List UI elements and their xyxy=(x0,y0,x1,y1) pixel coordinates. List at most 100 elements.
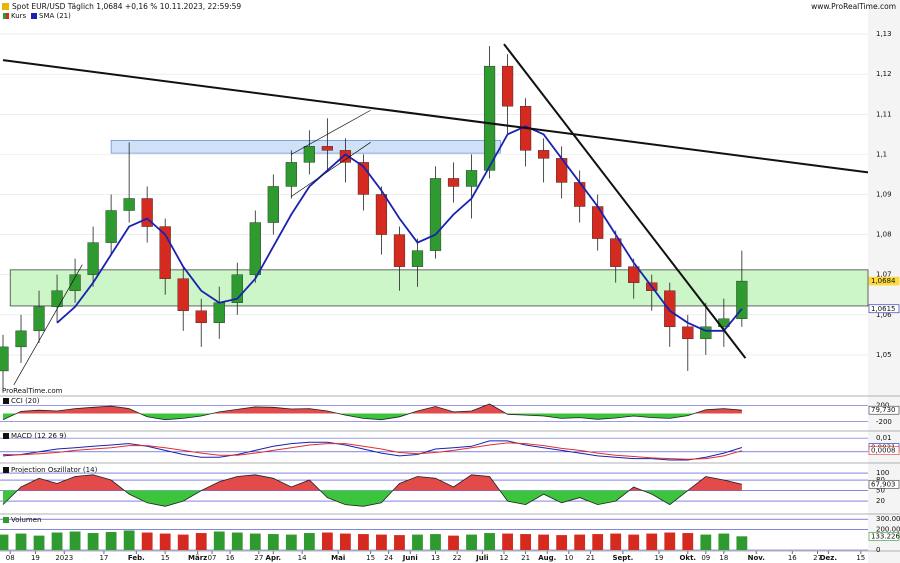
candle-body xyxy=(610,238,622,267)
y-tick-label: 1,12 xyxy=(876,70,892,78)
y-tick-label: -200 xyxy=(876,418,892,426)
trendline xyxy=(503,43,747,359)
volume-bar xyxy=(484,533,495,550)
indicator-line xyxy=(2,440,743,461)
volume-bar xyxy=(267,534,279,550)
candle-body xyxy=(465,170,478,187)
legend-label: SMA (21) xyxy=(39,12,71,20)
indicator-line xyxy=(2,403,742,421)
y-tick-label: 1,06 xyxy=(876,311,892,319)
candle-body xyxy=(357,162,370,195)
volume-bar xyxy=(231,532,243,550)
source: www.ProRealTime.com xyxy=(811,2,896,11)
y-tick-label: 1,1 xyxy=(876,150,887,158)
last-value-label: 1,0615 xyxy=(871,305,896,313)
volume-bar xyxy=(736,536,748,550)
candle-body xyxy=(249,222,261,275)
candle-body xyxy=(375,194,388,235)
last-value-label: 133.226 xyxy=(871,532,900,540)
volume-bar xyxy=(700,534,712,550)
x-tick-label: 12 xyxy=(500,554,509,562)
volume-bar xyxy=(339,533,351,550)
y-tick-label: 1,05 xyxy=(876,351,892,359)
x-tick-label: Okt. xyxy=(679,554,696,562)
volume-bar xyxy=(682,533,694,550)
y-tick-label: 1,09 xyxy=(876,190,892,198)
candle-body xyxy=(141,198,153,227)
volume-bar xyxy=(0,534,9,550)
legend-swatch xyxy=(31,13,37,19)
volume-bar xyxy=(69,531,81,550)
x-tick-label: Juli xyxy=(475,554,488,562)
x-tick-label: 10 xyxy=(564,554,573,562)
candle-body xyxy=(159,226,171,279)
candle-body xyxy=(213,302,225,324)
candle-body xyxy=(303,146,315,163)
volume-bar xyxy=(646,533,658,550)
volume-bar xyxy=(376,534,387,550)
volume-bar xyxy=(159,533,171,550)
volume-bar xyxy=(87,533,99,550)
volume-bar xyxy=(123,530,135,550)
sma-line xyxy=(56,125,743,332)
candle-body xyxy=(51,290,63,307)
last-value-box xyxy=(868,532,900,541)
trendline xyxy=(291,142,371,197)
candle-body xyxy=(393,234,406,267)
x-tick-label: 15 xyxy=(161,554,170,562)
x-tick-label: März xyxy=(188,554,207,562)
y-tick-label: 1,13 xyxy=(876,30,892,38)
x-tick-label: 19 xyxy=(31,554,40,562)
last-value-box xyxy=(868,446,900,455)
volume-bar xyxy=(520,534,532,550)
candle-body xyxy=(105,210,117,243)
volume-bar xyxy=(51,532,63,550)
x-tick-label: 08 xyxy=(6,554,15,562)
y-tick-label: 20 xyxy=(876,497,885,505)
volume-bar xyxy=(213,531,225,550)
volume-bar xyxy=(610,533,622,550)
volume-bar xyxy=(430,534,441,550)
legend-swatch xyxy=(6,13,9,19)
x-tick-label: 16 xyxy=(788,554,797,562)
candle-body xyxy=(429,178,442,251)
candle-body xyxy=(123,198,135,211)
candle-body xyxy=(0,346,9,372)
volume-bar xyxy=(574,534,586,550)
x-tick-label: 17 xyxy=(99,554,108,562)
volume-bar xyxy=(538,534,550,550)
area-down xyxy=(3,490,688,507)
y-tick-label: 1,07 xyxy=(876,271,892,279)
candle-body xyxy=(195,310,207,324)
candle-body xyxy=(628,266,640,283)
trendline xyxy=(13,264,83,386)
candle-body xyxy=(285,162,297,187)
candle-body xyxy=(411,250,424,267)
trendline xyxy=(291,109,371,155)
y-tick-label: 300.000 xyxy=(876,515,900,523)
candle-body xyxy=(700,326,712,340)
last-value-label: 0,0008 xyxy=(871,447,896,455)
candle-body xyxy=(177,278,189,311)
volume-bar xyxy=(195,533,207,550)
last-value-label: 67,903 xyxy=(871,480,896,488)
volume-bar xyxy=(664,532,676,550)
area-down xyxy=(3,413,742,420)
volume-bar xyxy=(412,534,423,550)
x-tick-label: 14 xyxy=(298,554,307,562)
x-tick-label: 13 xyxy=(431,554,440,562)
x-tick-label: Dez. xyxy=(820,554,837,562)
last-value-label: 1,0684 xyxy=(871,277,896,285)
y-tick-label: 1,08 xyxy=(876,231,892,239)
x-tick-label: Feb. xyxy=(128,554,145,562)
last-value-box xyxy=(868,276,900,286)
volume-bar xyxy=(303,533,315,550)
volume-bar xyxy=(394,535,405,550)
x-tick-label: Nov. xyxy=(748,554,765,562)
x-tick-label: Aug. xyxy=(538,554,556,562)
trendline xyxy=(2,59,869,174)
zone xyxy=(9,269,869,307)
legend-label: Volumen xyxy=(11,516,41,524)
x-tick-label: Juni xyxy=(402,554,418,562)
